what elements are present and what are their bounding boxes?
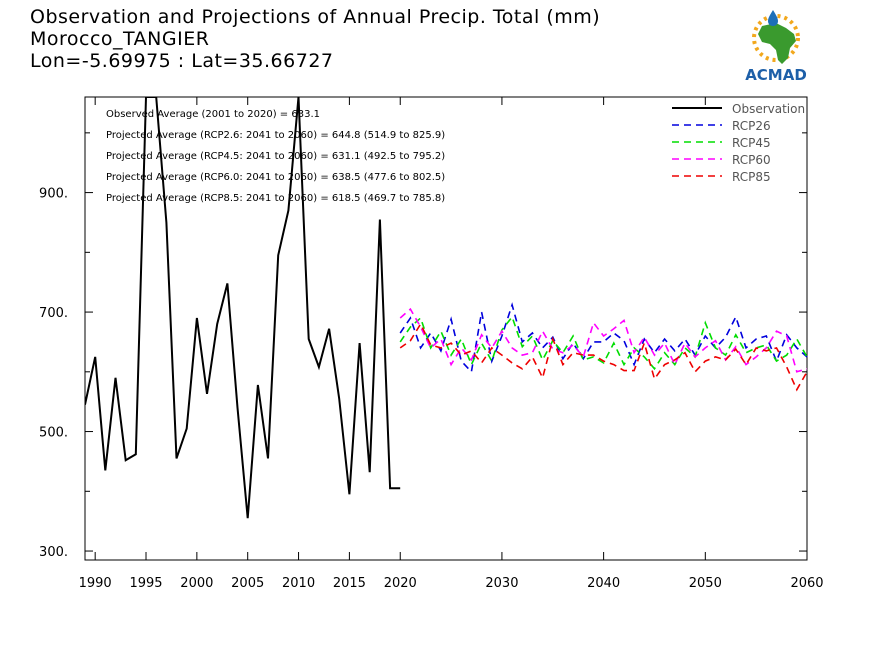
legend: Observation RCP26 RCP45 RCP60 RCP85 [672,102,805,184]
x-tick-label: 1990 [79,576,112,591]
x-tick-label: 2000 [180,576,213,591]
y-tick-label: 500. [39,426,68,441]
series-line-rcp60 [399,307,808,373]
water-drop-icon [768,10,778,26]
title-block: Observation and Projections of Annual Pr… [30,6,600,72]
annotation-line: Projected Average (RCP2.6: 2041 to 2060)… [106,130,445,141]
legend-label: RCP85 [732,170,771,184]
axes: 1990 1995 2000 2005 2010 2015 2020 2030 2040 2050… [39,97,824,591]
annotation-line: Projected Average (RCP4.5: 2041 to 2060)… [106,151,445,162]
series-line-rcp26 [399,302,808,374]
observation-line [85,97,401,519]
x-tick-label: 2005 [231,576,264,591]
x-tick-label: 1995 [129,576,162,591]
africa-map-icon [758,23,796,64]
coordinates: Lon=-5.69975 : Lat=35.66727 [30,50,334,72]
plot-frame [84,96,808,561]
legend-label: RCP60 [732,153,771,167]
acmad-logo: ACMAD [745,10,807,84]
series-line-rcp45 [399,315,808,371]
annotation-line: Projected Average (RCP6.0: 2041 to 2060)… [106,172,445,183]
logo-text: ACMAD [745,66,807,84]
x-tick-label: 2060 [790,576,823,591]
x-tick-label: 2050 [689,576,722,591]
sun-rays-icon [752,14,800,62]
y-tick-label: 700. [39,306,68,321]
x-tick-label: 2020 [384,576,417,591]
series-lines [85,97,808,519]
x-tick-label: 2030 [485,576,518,591]
legend-label: RCP45 [732,136,771,150]
x-tick-label: 2040 [587,576,620,591]
annotations: Observed Average (2001 to 2020) = 633.1 P… [106,109,445,204]
legend-label: RCP26 [732,119,771,133]
series-line-rcp85 [399,322,808,392]
annotation-line: Observed Average (2001 to 2020) = 633.1 [106,109,320,120]
location-name: Morocco_TANGIER [30,28,210,50]
x-tick-label: 2010 [282,576,315,591]
y-tick-label: 300. [39,545,68,560]
legend-label: Observation [732,102,805,116]
annotation-line: Projected Average (RCP8.5: 2041 to 2060)… [106,193,445,204]
x-tick-label: 2015 [333,576,366,591]
y-tick-label: 900. [39,187,68,202]
chart-title: Observation and Projections of Annual Pr… [30,6,601,28]
